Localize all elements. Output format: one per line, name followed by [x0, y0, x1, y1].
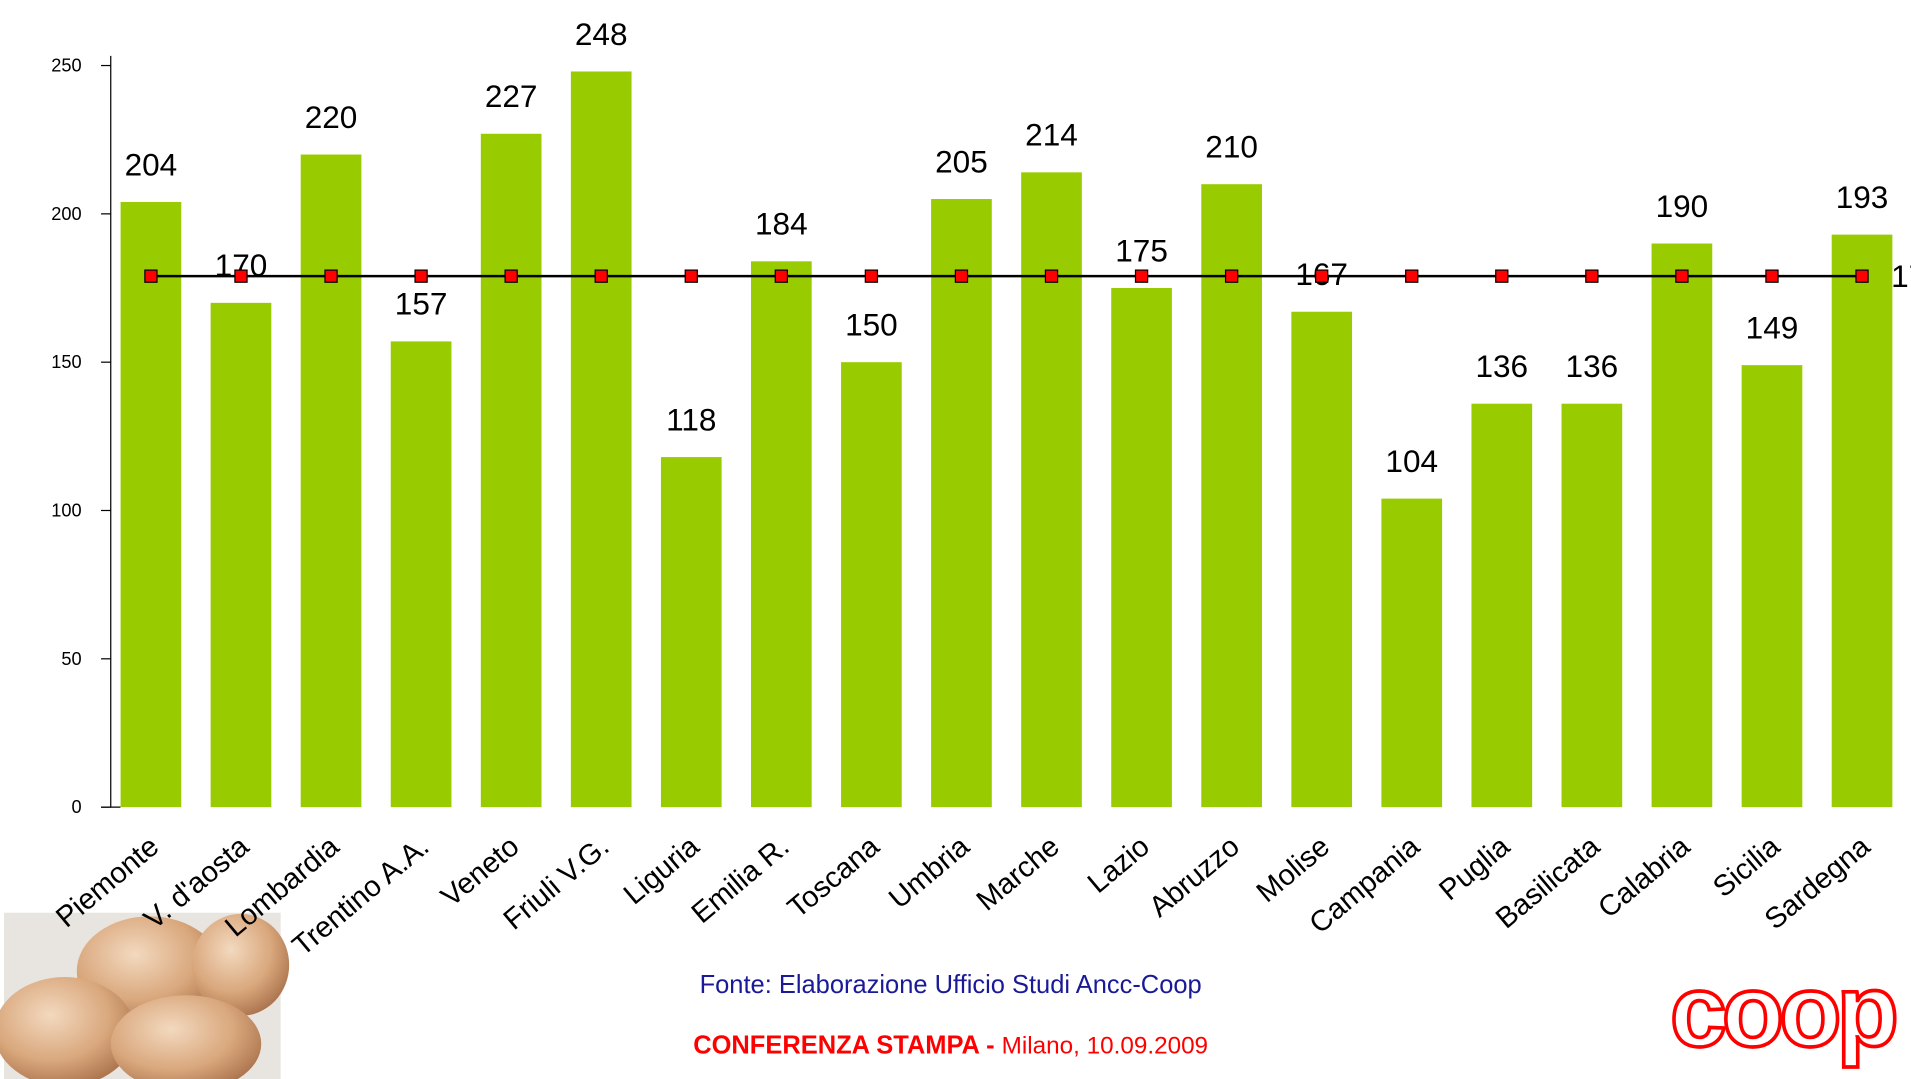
bar-value-label: 150	[845, 306, 898, 342]
bar-value-label: 204	[125, 146, 178, 182]
average-marker	[684, 269, 698, 283]
average-marker	[774, 269, 789, 283]
x-tick-label: Abruzzo	[1143, 830, 1245, 923]
bar	[1741, 365, 1803, 808]
logo: coop	[1670, 954, 1896, 1068]
bar	[300, 154, 362, 808]
bar-value-label: 136	[1475, 348, 1528, 384]
average-marker	[1765, 269, 1779, 283]
x-tick-label: Sicilia	[1707, 830, 1786, 904]
bar	[1111, 288, 1172, 808]
bar	[210, 302, 272, 808]
place-date: Milano, 10.09.2009	[1002, 1033, 1208, 1060]
bar	[1381, 498, 1443, 808]
bar	[1471, 403, 1533, 808]
average-marker	[1585, 269, 1599, 283]
average-marker	[324, 269, 338, 283]
average-marker	[1315, 269, 1329, 283]
x-tick-label: Calabria	[1592, 830, 1696, 925]
y-tick-label: 150	[51, 352, 81, 372]
bar-value-label: 214	[1025, 117, 1078, 153]
bar	[841, 362, 902, 808]
bar-value-label: 193	[1836, 179, 1889, 215]
bar-value-label: 175	[1115, 232, 1168, 268]
average-marker	[594, 269, 608, 283]
eggs-picture	[0, 912, 290, 1079]
average-marker	[864, 269, 879, 283]
average-marker	[1675, 269, 1689, 283]
x-tick-label: Emilia R.	[686, 830, 796, 929]
x-tick-label: Lazio	[1082, 830, 1156, 899]
event: CONFERENZA STAMPA -	[693, 1032, 1001, 1060]
y-tick-label: 0	[71, 797, 81, 817]
bar-value-label: 248	[575, 16, 628, 52]
bar	[1831, 234, 1893, 808]
average-marker	[144, 269, 158, 283]
average-marker	[1044, 269, 1059, 283]
bar	[660, 457, 722, 808]
bar-value-label: 205	[935, 143, 988, 179]
event-note: CONFERENZA STAMPA - Milano, 10.09.2009	[693, 1032, 1208, 1060]
bar	[570, 71, 632, 808]
bar-value-label: 157	[395, 286, 448, 322]
y-tick-label: 250	[51, 56, 81, 76]
y-tick-label: 100	[51, 501, 81, 521]
bar	[1201, 184, 1262, 808]
source-note: Fonte: Elaborazione Ufficio Studi Ancc-C…	[700, 971, 1202, 999]
x-tick-label: Molise	[1251, 830, 1336, 909]
average-marker	[414, 269, 428, 283]
x-tick-label: Umbria	[883, 830, 976, 915]
bar	[390, 341, 452, 808]
bar-value-label: 210	[1205, 128, 1258, 164]
x-tick-label: Marche	[971, 830, 1066, 917]
average-marker	[234, 269, 248, 283]
bar	[1021, 172, 1082, 808]
bar	[931, 199, 992, 808]
y-tick-label: 50	[61, 649, 81, 669]
average-marker	[1134, 269, 1149, 283]
bar	[120, 201, 182, 808]
average-marker	[1224, 269, 1239, 283]
average-marker	[504, 269, 518, 283]
bar-value-label: 136	[1566, 348, 1619, 384]
bar-value-label: 118	[666, 401, 716, 437]
bar	[1561, 403, 1623, 808]
average-marker	[1405, 269, 1419, 283]
bar-value-label: 220	[305, 99, 358, 135]
bar	[1291, 311, 1353, 808]
average-value-label: 179	[1891, 258, 1911, 294]
bar-value-label: 149	[1746, 309, 1799, 345]
bar-value-label: 104	[1385, 443, 1438, 479]
bar	[480, 133, 542, 808]
y-tick-label: 200	[51, 204, 81, 224]
bar-value-label: 227	[485, 78, 538, 114]
average-marker	[954, 269, 969, 283]
bar-value-label: 184	[755, 206, 808, 242]
bar	[750, 261, 812, 808]
average-marker	[1855, 269, 1869, 283]
x-tick-label: Toscana	[782, 830, 886, 925]
average-marker	[1495, 269, 1509, 283]
bar-value-label: 190	[1656, 188, 1709, 224]
x-tick-label: Puglia	[1433, 830, 1516, 907]
bar	[1651, 243, 1713, 808]
